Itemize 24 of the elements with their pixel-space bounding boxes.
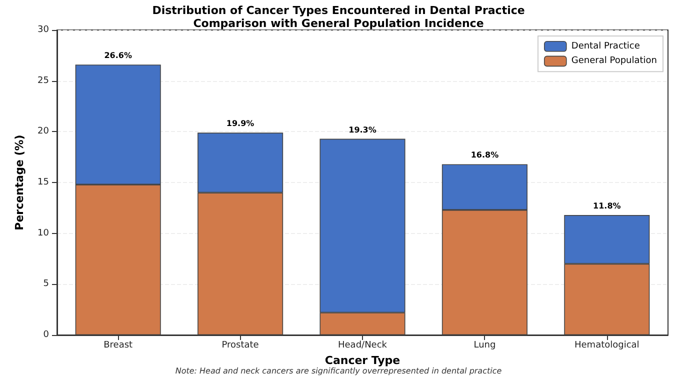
total-label: 16.8% [470,150,499,160]
y-tick-label: 10 [38,228,50,238]
y-tick-label: 20 [38,126,50,137]
legend-label: General Population [571,56,658,66]
x-tick-label: Lung [474,340,496,350]
total-label: 11.8% [593,202,621,211]
y-tick-label: 15 [38,178,49,188]
y-tick-label: 0 [43,330,50,340]
total-label: 19.9% [226,119,254,128]
total-label: 19.3% [348,125,376,134]
total-label: 26.6% [104,51,132,60]
x-tick-label: Hematological [574,340,640,350]
y-tick-label: 5 [43,279,49,290]
y-tick-label: 30 [38,25,50,35]
chart-title: Distribution of Cancer Types Encountered in Dental Practice [152,4,525,17]
chart-subtitle: Comparison with General Population Incidence [193,17,484,30]
text: Note: Head and neck cancers are significantly overrepresented in dental practice [175,366,502,376]
x-tick-label: Head/Neck [338,340,388,350]
x-tick-label: Breast [104,340,134,350]
y-axis-title: Percentage (%) [13,134,26,230]
x-axis-title: Cancer Type [324,354,400,367]
y-tick-label: 25 [38,76,49,86]
legend-label: Dental Practice [571,41,640,52]
x-tick-label: Prostate [222,340,260,350]
